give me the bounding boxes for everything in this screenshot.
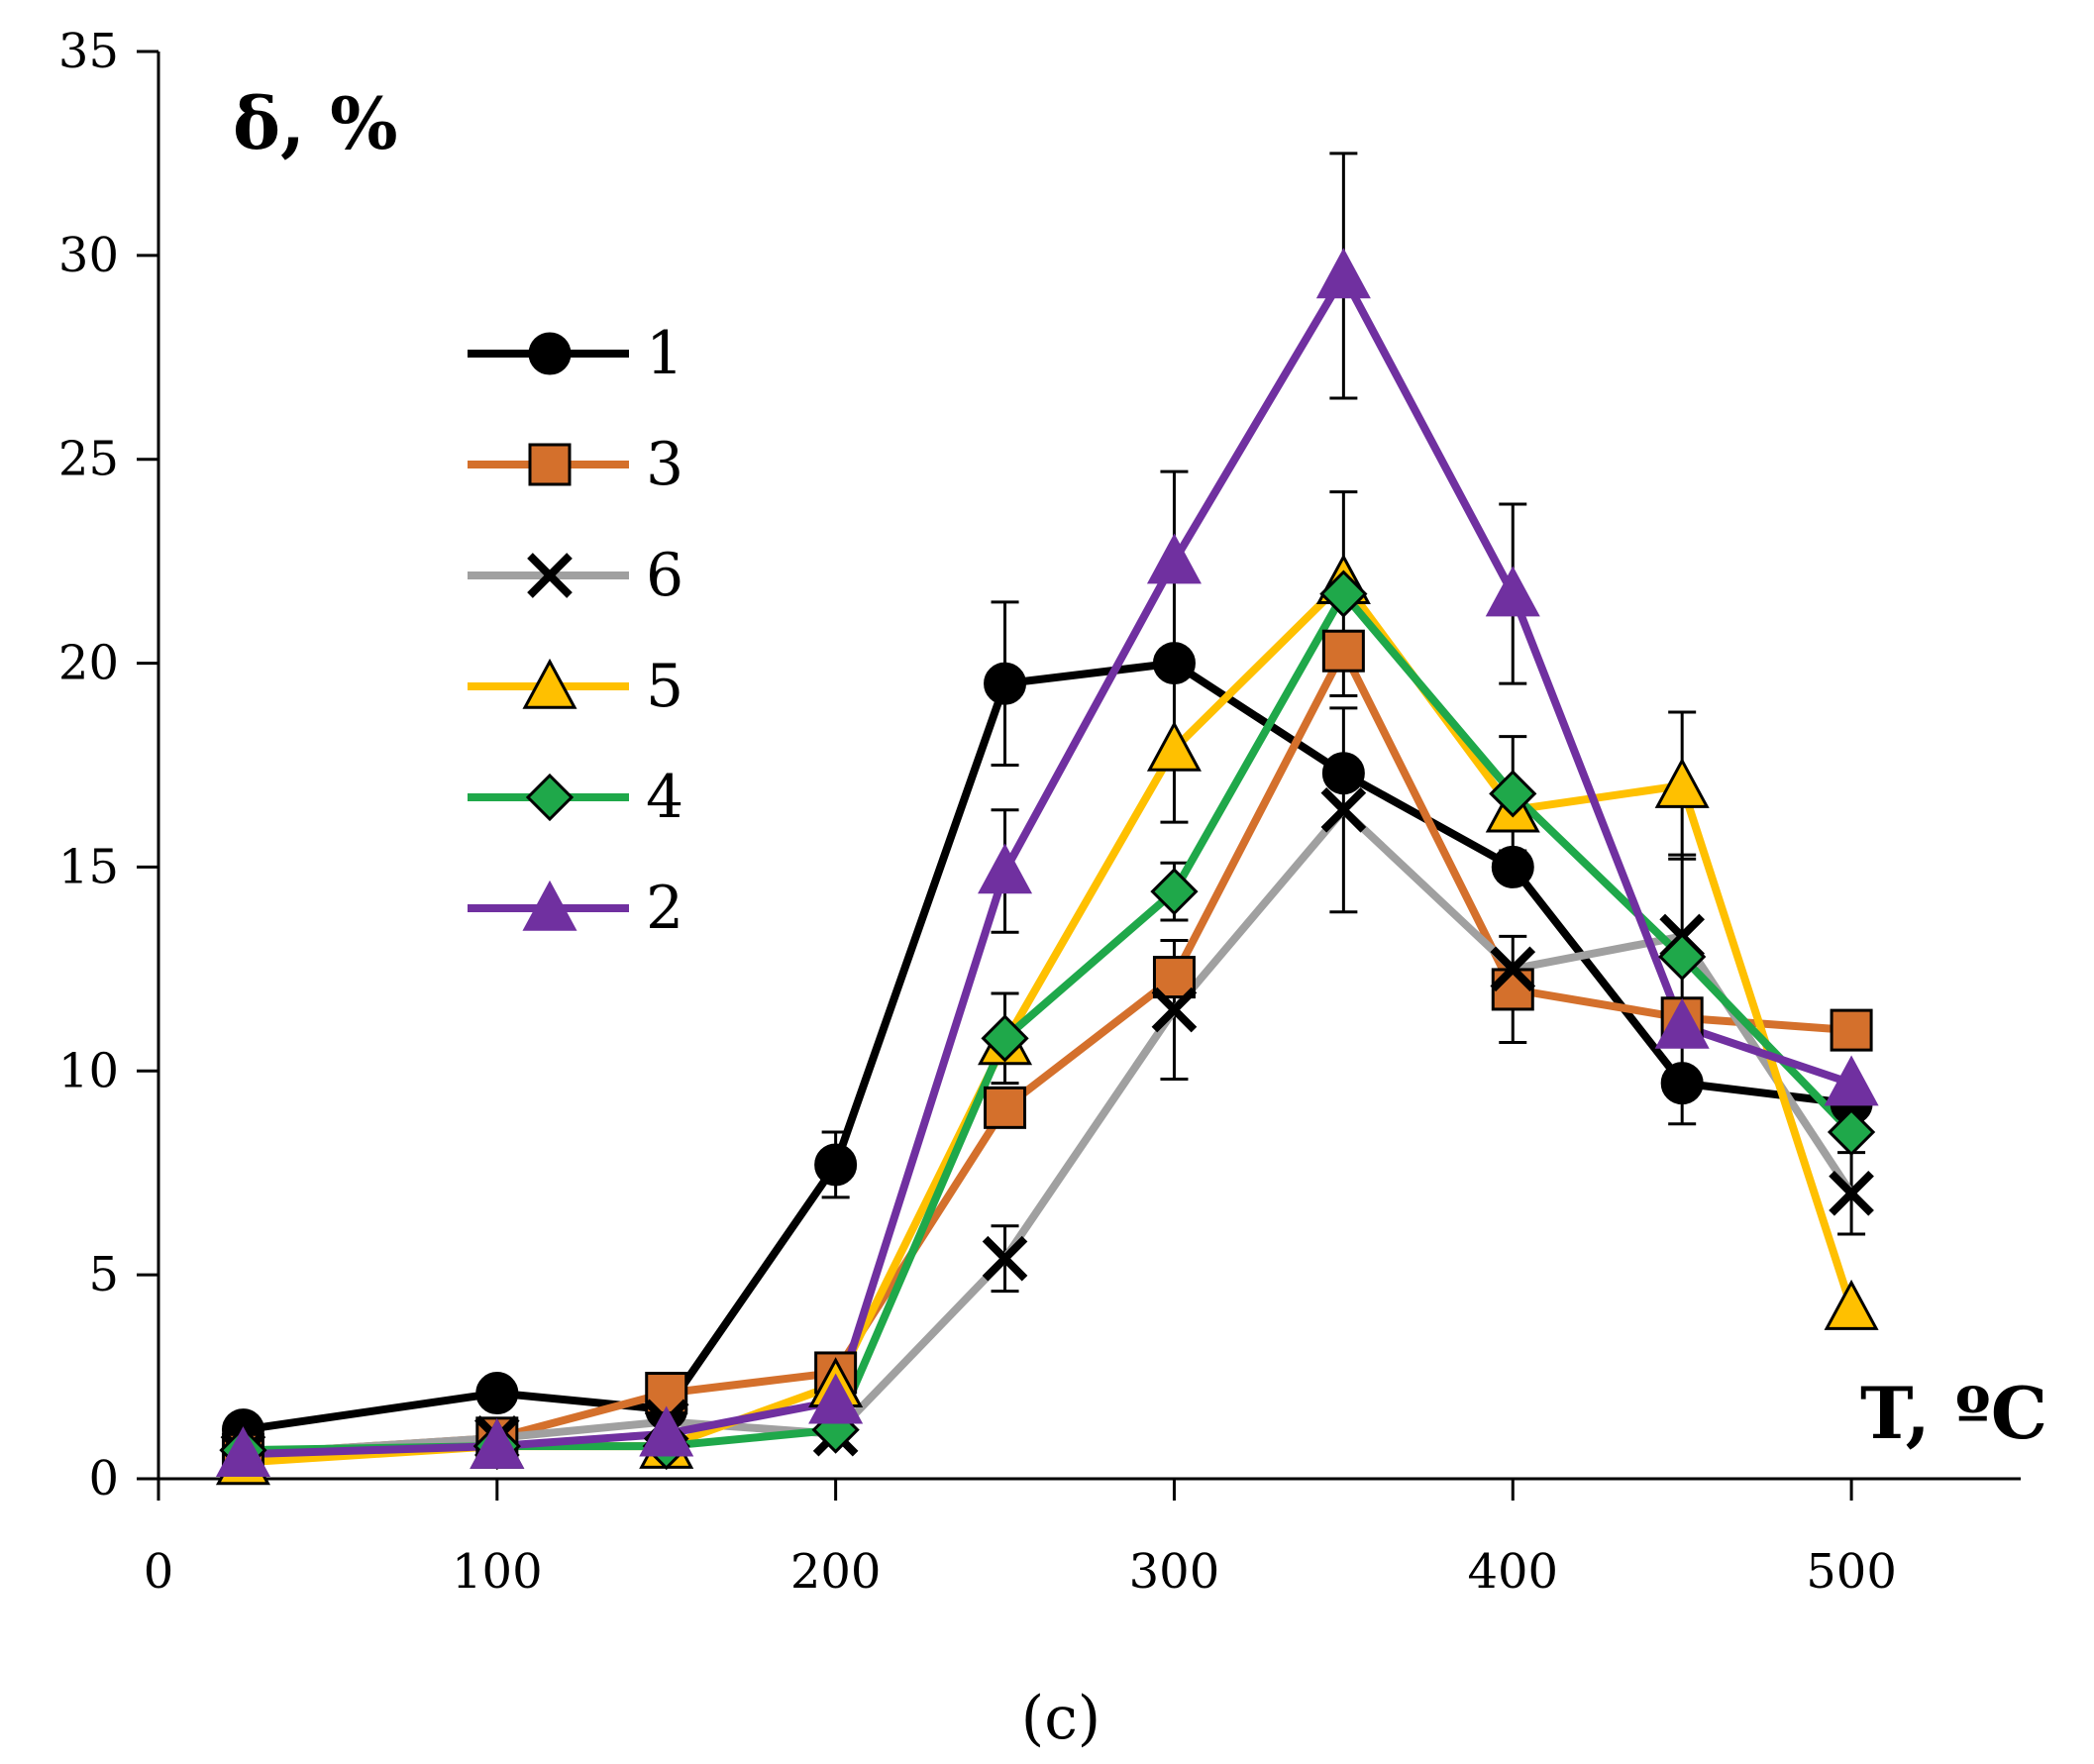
series-3-point	[984, 1086, 1027, 1129]
series-3-point	[1152, 956, 1196, 999]
legend-label-1: 1	[646, 319, 683, 388]
series-6-point	[1490, 946, 1536, 992]
series-2-point	[1146, 533, 1202, 584]
y-tick-label: 15	[58, 839, 119, 894]
series-6-point	[1320, 786, 1367, 833]
y-tick-label: 35	[58, 24, 119, 79]
series-6-point	[1151, 986, 1198, 1033]
legend: 1 3 6 5 4 2	[468, 319, 683, 943]
series-4-point	[1658, 932, 1707, 982]
series-4-line	[243, 589, 1854, 1455]
series-2-point	[470, 1417, 525, 1469]
series-2-line	[243, 271, 1853, 1459]
y-tick-label: 20	[58, 636, 119, 691]
legend-marker-5	[522, 658, 577, 709]
series-2-point	[978, 843, 1033, 894]
series-6-line	[243, 805, 1855, 1459]
series-1-point	[1152, 642, 1196, 685]
legend-label-2: 2	[646, 874, 683, 943]
series-3-line	[243, 647, 1852, 1459]
legend-marker-3	[528, 443, 572, 486]
series-3-point	[1321, 629, 1365, 673]
y-tick-label: 0	[88, 1451, 119, 1506]
series-4-point	[981, 1014, 1029, 1063]
series-6-point	[1829, 1170, 1874, 1216]
series-2-point	[1485, 566, 1540, 617]
series-5-line	[243, 577, 1855, 1467]
legend-marker-4	[525, 773, 575, 822]
x-tick-label: 400	[1467, 1544, 1558, 1600]
series-2-point	[808, 1373, 864, 1424]
series-2-point	[215, 1426, 270, 1478]
legend-marker-2	[522, 880, 577, 931]
error-bars	[821, 152, 1866, 1294]
series-4-point	[1319, 570, 1368, 618]
panel-label: (c)	[1021, 1684, 1100, 1753]
series-1-point	[814, 1143, 858, 1187]
series-5-point	[1146, 720, 1202, 772]
legend-marker-1	[528, 332, 572, 375]
series-1-point	[984, 662, 1027, 705]
y-tick-label: 30	[58, 228, 119, 283]
x-tick-label: 100	[452, 1544, 543, 1600]
y-tick-label: 10	[58, 1043, 119, 1098]
series-5-point	[1824, 1279, 1879, 1330]
x-axis-title: T, ºC	[1860, 1371, 2047, 1455]
series-1-point	[1491, 845, 1534, 888]
x-tick-label: 500	[1806, 1544, 1897, 1600]
series-2-point	[1824, 1055, 1879, 1106]
series-2-point	[639, 1405, 694, 1457]
x-tick-label: 200	[790, 1544, 882, 1600]
series-lines	[242, 271, 1855, 1467]
series-1-point	[1660, 1062, 1704, 1105]
legend-label-4: 4	[646, 763, 683, 832]
legend-marker-6	[527, 553, 573, 598]
series-markers	[215, 248, 1879, 1486]
legend-label-3: 3	[646, 430, 683, 499]
legend-label-6: 6	[646, 541, 683, 610]
series-1-point	[1321, 752, 1365, 795]
x-tick-label: 300	[1129, 1544, 1220, 1600]
series-6-point	[982, 1235, 1028, 1282]
legend-label-5: 5	[646, 652, 683, 721]
series-4-point	[1827, 1107, 1876, 1157]
y-tick-label: 25	[58, 432, 119, 487]
y-tick-label: 5	[88, 1247, 119, 1302]
series-1-line	[242, 659, 1852, 1434]
x-tick-label: 0	[144, 1544, 174, 1600]
series-5-point	[1654, 757, 1710, 808]
y-axis-title: δ, %	[233, 81, 398, 165]
series-4-point	[1489, 770, 1537, 818]
series-2-point	[1654, 997, 1710, 1049]
series-3-point	[1830, 1008, 1873, 1052]
series-2-point	[1315, 248, 1371, 299]
series-1-point	[475, 1372, 519, 1415]
series-4-point	[1150, 868, 1199, 916]
series-3-point	[1491, 968, 1534, 1011]
